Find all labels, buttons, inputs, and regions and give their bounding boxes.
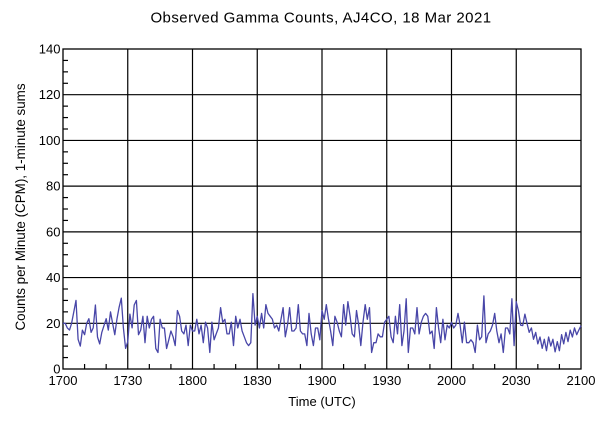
svg-text:1800: 1800 (178, 373, 207, 388)
svg-text:40: 40 (46, 270, 60, 285)
svg-text:20: 20 (46, 316, 60, 331)
svg-text:2030: 2030 (502, 373, 531, 388)
svg-text:1700: 1700 (49, 373, 78, 388)
svg-text:1900: 1900 (308, 373, 337, 388)
svg-text:Time (UTC): Time (UTC) (288, 394, 355, 409)
svg-text:80: 80 (46, 179, 60, 194)
svg-text:60: 60 (46, 224, 60, 239)
svg-text:120: 120 (39, 87, 61, 102)
svg-text:1730: 1730 (113, 373, 142, 388)
svg-text:Observed Gamma Counts, AJ4CO,: Observed Gamma Counts, AJ4CO, 18 Mar 202… (150, 10, 491, 27)
svg-text:2100: 2100 (567, 373, 596, 388)
svg-text:2000: 2000 (437, 373, 466, 388)
svg-text:Counts per Minute (CPM), 1-min: Counts per Minute (CPM), 1-minute sums (13, 83, 28, 330)
svg-text:1930: 1930 (372, 373, 401, 388)
svg-text:100: 100 (39, 133, 61, 148)
svg-text:1830: 1830 (243, 373, 272, 388)
svg-text:0: 0 (53, 362, 60, 377)
svg-text:140: 140 (39, 42, 61, 57)
